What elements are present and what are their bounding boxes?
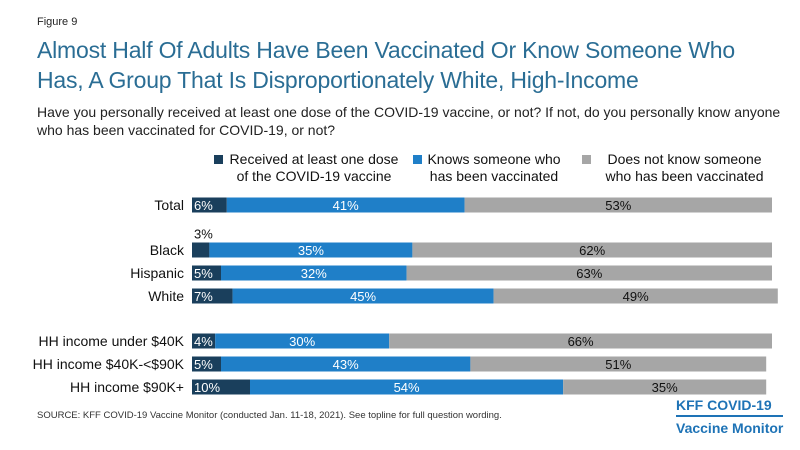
data-label-hispanic-series-0: 5% <box>194 266 213 281</box>
bar-hh-income-40k-90k-series-2 <box>470 356 767 372</box>
bar-hispanic-series-0 <box>192 265 221 281</box>
data-label-white-series-2: 49% <box>623 289 649 304</box>
bar-total-series-1 <box>226 197 465 213</box>
legend-swatch-knows <box>413 155 422 164</box>
legend-swatch-received <box>214 155 223 164</box>
data-label-total-series-2: 53% <box>605 198 631 213</box>
data-label-hh-income-90k-series-2: 35% <box>652 380 678 395</box>
legend-swatch-not-know <box>582 155 591 164</box>
data-label-white-series-0: 7% <box>194 289 213 304</box>
category-label-black: Black <box>150 242 185 258</box>
data-label-hh-income-under-40k-series-1: 30% <box>289 334 315 349</box>
legend-label-knows: Knows someone who has been vaccinated <box>427 151 561 184</box>
legend-item-knows: Knows someone who has been vaccinated <box>411 151 563 185</box>
logo-line1: KFF COVID-19 <box>676 397 772 413</box>
bar-hh-income-40k-90k-series-0 <box>192 356 221 372</box>
bar-hispanic-series-2 <box>406 265 772 281</box>
data-label-hispanic-series-1: 32% <box>301 266 327 281</box>
data-label-hh-income-90k-series-1: 54% <box>394 380 420 395</box>
bar-total-series-2 <box>464 197 772 213</box>
legend-label-received: Received at least one dose of the COVID-… <box>229 151 399 184</box>
data-label-hh-income-under-40k-series-2: 66% <box>568 334 594 349</box>
bar-white-series-2 <box>493 288 778 304</box>
category-label-white: White <box>148 288 184 304</box>
bar-white-series-1 <box>232 288 494 304</box>
category-label-hh-income-under-40k: HH income under $40K <box>38 333 184 349</box>
legend-label-not-know: Does not know someone who has been vacci… <box>605 151 764 184</box>
category-label-hispanic: Hispanic <box>130 265 184 281</box>
bar-hh-income-under-40k-series-1 <box>215 333 390 349</box>
bar-total-series-0 <box>192 197 227 213</box>
bar-black-series-2 <box>412 242 772 258</box>
data-label-total-series-0: 6% <box>194 198 213 213</box>
bar-hispanic-series-1 <box>221 265 407 281</box>
bar-hh-income-40k-90k-series-1 <box>221 356 471 372</box>
data-label-hh-income-90k-series-0: 10% <box>194 380 220 395</box>
chart-title: Almost Half Of Adults Have Been Vaccinat… <box>37 37 735 93</box>
category-label-hh-income-90k: HH income $90K+ <box>70 379 184 395</box>
data-label-black-series-0: 3% <box>194 227 213 242</box>
data-label-black-series-1: 35% <box>298 243 324 258</box>
source-note: SOURCE: KFF COVID-19 Vaccine Monitor (co… <box>37 410 502 421</box>
data-label-hh-income-40k-90k-series-1: 43% <box>333 357 359 372</box>
bar-hh-income-90k-series-1 <box>250 379 564 395</box>
data-label-black-series-2: 62% <box>579 243 605 258</box>
bar-black-series-0 <box>192 242 210 258</box>
chart-legend: Received at least one dose of the COVID-… <box>0 151 800 191</box>
category-label-hh-income-40k-90k: HH income $40K-<$90K <box>33 356 185 372</box>
data-label-white-series-1: 45% <box>350 289 376 304</box>
legend-item-not-know: Does not know someone who has been vacci… <box>580 151 775 185</box>
bar-hh-income-90k-series-2 <box>563 379 767 395</box>
bar-hh-income-under-40k-series-2 <box>389 333 772 349</box>
data-label-hh-income-under-40k-series-0: 4% <box>194 334 213 349</box>
data-label-total-series-1: 41% <box>333 198 359 213</box>
bar-hh-income-90k-series-0 <box>192 379 250 395</box>
data-label-hh-income-40k-90k-series-2: 51% <box>605 357 631 372</box>
bar-hh-income-under-40k-series-0 <box>192 333 216 349</box>
kff-logo: KFF COVID-19 Vaccine Monitor <box>676 395 784 438</box>
data-label-hispanic-series-2: 63% <box>576 266 602 281</box>
category-label-total: Total <box>154 197 184 213</box>
legend-item-received: Received at least one dose of the COVID-… <box>212 151 402 185</box>
data-label-hh-income-40k-90k-series-0: 5% <box>194 357 213 372</box>
figure-label: Figure 9 <box>37 16 78 28</box>
logo-line2: Vaccine Monitor <box>676 415 784 438</box>
chart-subtitle: Have you personally received at least on… <box>37 104 781 138</box>
bar-black-series-1 <box>209 242 413 258</box>
bar-white-series-0 <box>192 288 233 304</box>
